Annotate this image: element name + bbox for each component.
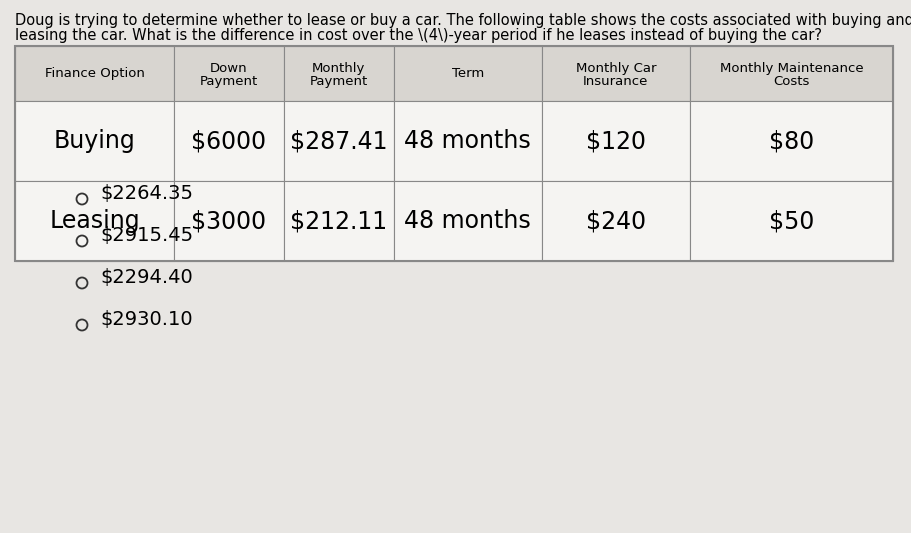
Bar — [15, 46, 174, 101]
Text: Insurance: Insurance — [582, 75, 648, 88]
Bar — [690, 46, 892, 101]
Bar — [283, 101, 394, 181]
Text: $3000: $3000 — [191, 209, 266, 233]
Text: $50: $50 — [768, 209, 814, 233]
Text: $6000: $6000 — [191, 129, 266, 153]
Text: $120: $120 — [585, 129, 645, 153]
Text: $80: $80 — [768, 129, 814, 153]
Text: $2915.45: $2915.45 — [100, 226, 193, 245]
Text: 48 months: 48 months — [404, 209, 530, 233]
Text: Doug is trying to determine whether to lease or buy a car. The following table s: Doug is trying to determine whether to l… — [15, 13, 911, 28]
Text: Monthly: Monthly — [312, 62, 365, 75]
Text: $212.11: $212.11 — [290, 209, 387, 233]
Bar — [541, 46, 690, 101]
Bar — [174, 101, 283, 181]
Text: Buying: Buying — [54, 129, 136, 153]
Bar — [15, 46, 892, 261]
Bar — [283, 46, 394, 101]
Text: $240: $240 — [585, 209, 645, 233]
Bar — [394, 181, 541, 261]
Text: $2930.10: $2930.10 — [100, 310, 192, 329]
Text: Finance Option: Finance Option — [45, 67, 144, 80]
Text: 48 months: 48 months — [404, 129, 530, 153]
Text: Costs: Costs — [773, 75, 809, 88]
Bar — [15, 181, 174, 261]
Text: Term: Term — [451, 67, 484, 80]
Text: Down: Down — [210, 62, 248, 75]
Bar — [283, 181, 394, 261]
Bar — [690, 101, 892, 181]
Text: Monthly Maintenance: Monthly Maintenance — [719, 62, 863, 75]
Bar — [174, 46, 283, 101]
Bar — [15, 101, 174, 181]
Bar — [174, 181, 283, 261]
Text: $2294.40: $2294.40 — [100, 268, 192, 287]
Text: Payment: Payment — [310, 75, 367, 88]
Text: Leasing: Leasing — [49, 209, 139, 233]
Text: $2264.35: $2264.35 — [100, 184, 193, 203]
Bar — [541, 101, 690, 181]
Text: Payment: Payment — [200, 75, 258, 88]
Text: leasing the car. What is the difference in cost over the \(4\)-year period if he: leasing the car. What is the difference … — [15, 28, 821, 43]
Bar — [394, 46, 541, 101]
Bar — [690, 181, 892, 261]
Bar — [394, 101, 541, 181]
Bar — [541, 181, 690, 261]
Text: $287.41: $287.41 — [290, 129, 387, 153]
Text: Monthly Car: Monthly Car — [575, 62, 655, 75]
